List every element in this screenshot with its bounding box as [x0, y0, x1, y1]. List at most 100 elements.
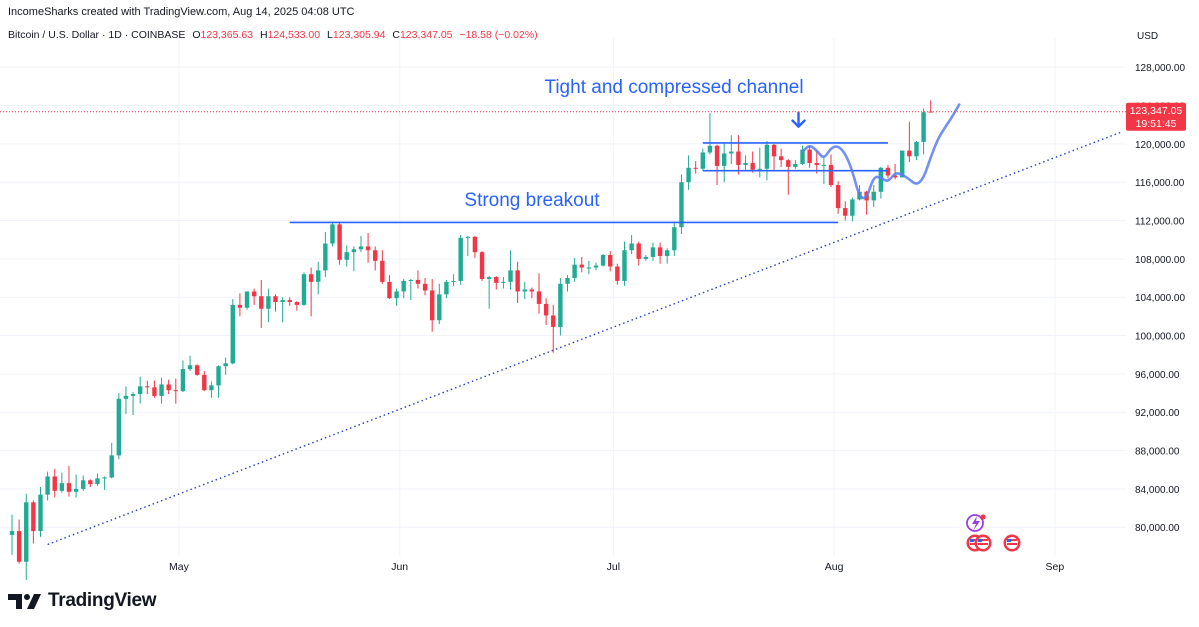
currency-label: USD	[1137, 31, 1158, 42]
y-tick-label: 120,000.00	[1135, 140, 1185, 151]
candle-body	[664, 250, 670, 256]
uptrend-line	[47, 130, 1124, 546]
us-flag-event-icon[interactable]	[1003, 534, 1021, 552]
candle-body	[323, 243, 328, 271]
last-price-label: 123,347.05	[1130, 105, 1183, 117]
candle-body	[344, 252, 349, 260]
candle	[586, 260, 592, 275]
candle-body	[472, 236, 478, 253]
candle-body	[451, 280, 456, 282]
low-label: L	[327, 29, 333, 41]
candle	[451, 274, 456, 286]
candle-body	[45, 476, 50, 495]
candle-body	[109, 455, 114, 478]
projected-path	[801, 103, 961, 200]
candle-body	[793, 163, 798, 167]
candle	[664, 248, 670, 264]
candle-body	[95, 478, 100, 485]
candle-body	[408, 279, 414, 281]
candle-body	[501, 281, 506, 283]
candle	[73, 474, 79, 498]
candle	[166, 379, 171, 395]
candle	[928, 100, 933, 113]
candle-body	[209, 385, 214, 391]
down-arrow-icon	[791, 111, 806, 129]
candle	[472, 235, 478, 258]
tradingview-logo[interactable]: TradingView	[8, 590, 157, 612]
brand-name: TradingView	[48, 590, 157, 611]
y-tick-label: 128,000.00	[1135, 63, 1185, 74]
annotation-layer	[289, 103, 961, 224]
low-value: 123,305.94	[332, 29, 386, 41]
candle	[316, 261, 321, 295]
candle	[729, 135, 734, 164]
candle-body	[180, 369, 186, 392]
open-label: O	[192, 29, 201, 41]
candle-body	[52, 476, 57, 491]
lightning-event-icon[interactable]	[966, 514, 986, 532]
candle	[237, 293, 243, 317]
candle-body	[551, 315, 556, 327]
candle	[458, 234, 463, 285]
candle	[636, 241, 641, 266]
candle-body	[907, 150, 912, 157]
candle-body	[437, 294, 442, 321]
candle-body	[415, 279, 421, 284]
candle-body	[479, 252, 485, 279]
candle	[721, 142, 727, 183]
candle	[736, 135, 741, 175]
candle	[536, 273, 542, 314]
candle	[173, 378, 179, 404]
candle	[415, 270, 421, 289]
candle-body	[266, 296, 271, 309]
breakout-annotation[interactable]: Strong breakout	[464, 190, 600, 211]
candle-body	[465, 236, 471, 238]
candle-body	[586, 267, 592, 269]
candle-body	[422, 283, 428, 291]
close-value: 123,347.05	[399, 29, 453, 41]
candle	[850, 197, 855, 222]
candle-body	[622, 250, 627, 281]
symbol-name[interactable]: Bitcoin / U.S. Dollar · 1D · COINBASE	[8, 29, 186, 41]
candle-body	[636, 243, 641, 259]
candle-body	[152, 387, 157, 396]
candle-body	[600, 255, 606, 266]
candle	[572, 257, 577, 282]
candle	[180, 360, 186, 393]
candle	[209, 381, 214, 398]
candle	[301, 272, 307, 306]
candle	[508, 250, 513, 290]
candle-body	[494, 277, 499, 283]
candle	[52, 468, 57, 498]
x-tick-label: May	[169, 561, 190, 573]
candle	[479, 251, 485, 281]
candle	[622, 241, 627, 286]
y-tick-label: 108,000.00	[1135, 255, 1185, 266]
candle-body	[259, 296, 264, 309]
channel-annotation[interactable]: Tight and compressed channel	[544, 77, 803, 98]
candle-body	[294, 302, 300, 305]
candle	[693, 161, 698, 174]
x-tick-label: Jun	[391, 561, 408, 573]
candle	[593, 262, 599, 271]
candle-body	[771, 144, 777, 157]
candle-body	[280, 300, 285, 302]
candle	[543, 298, 549, 326]
candle-body	[536, 291, 542, 304]
chart-credit: IncomeSharks created with TradingView.co…	[8, 6, 355, 18]
candle	[885, 164, 891, 179]
candle	[130, 392, 136, 416]
candle	[137, 376, 143, 404]
candle-body	[173, 390, 179, 392]
candles-layer	[9, 100, 933, 580]
candle	[486, 276, 492, 309]
candle	[771, 143, 777, 170]
candle-body	[387, 281, 392, 299]
candle-body	[800, 149, 805, 164]
candle	[394, 288, 399, 306]
candle-body	[515, 270, 520, 292]
candle	[66, 465, 72, 497]
change-value: −18.58 (−0.02%)	[459, 29, 538, 41]
us-flag-event-icon[interactable]	[974, 534, 992, 552]
